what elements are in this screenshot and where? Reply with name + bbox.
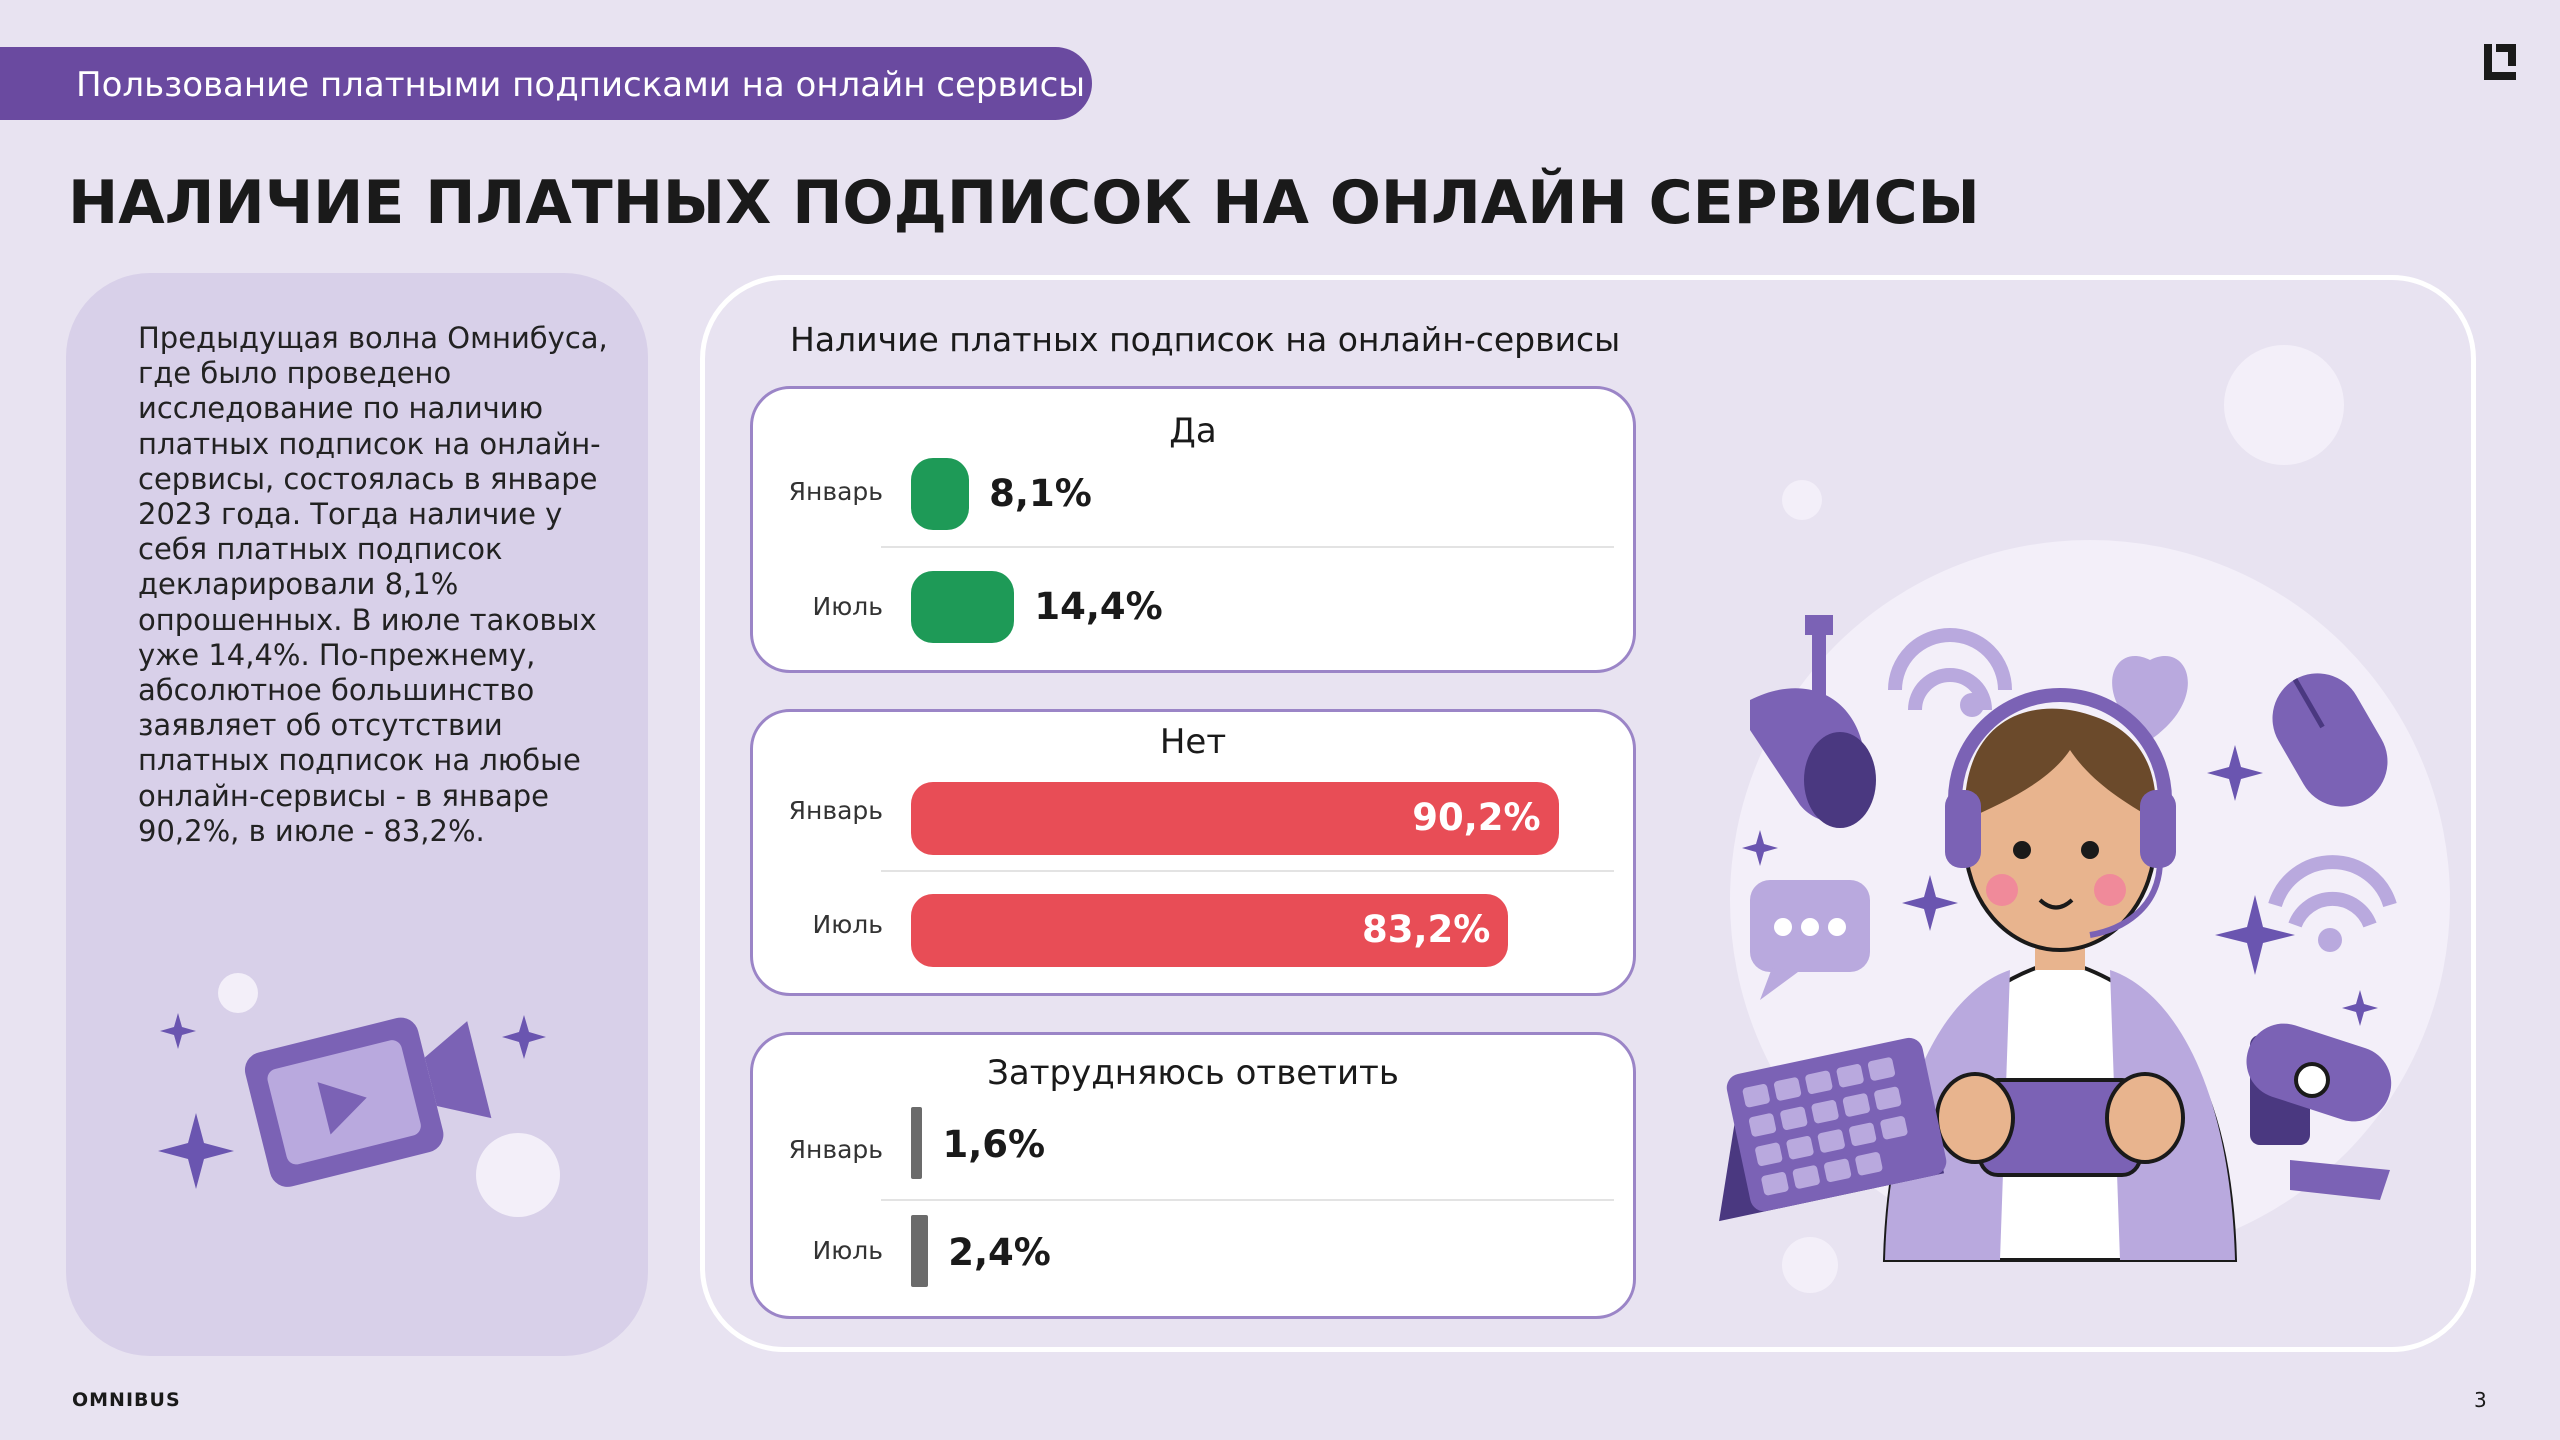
chart-title: Наличие платных подписок на онлайн-серви… [790, 320, 1621, 359]
video-camera-icon [158, 973, 560, 1217]
logo-icon [2484, 44, 2516, 80]
row-divider [881, 546, 1614, 548]
tick-label-january: Январь [788, 1135, 883, 1164]
tick-label-january: Январь [788, 477, 883, 506]
tick-label-july: Июль [812, 592, 883, 621]
gamer-illustration [1719, 345, 2450, 1293]
webcam-icon [2246, 1023, 2392, 1200]
row-divider [881, 1199, 1614, 1201]
summary-text: Предыдущая волна Омнибуса, где было пров… [138, 321, 608, 848]
microphone-icon [1750, 615, 1876, 828]
tick-label-january: Январь [788, 796, 883, 825]
footer-brand: OMNIBUS [72, 1389, 181, 1411]
person [1882, 688, 2238, 1262]
wifi-icon [1888, 628, 2397, 952]
data-label-yes-july: 14,4% [1034, 585, 1163, 628]
keyboard-icon [1719, 1037, 1947, 1222]
section-label: Пользование платными подписками на онлай… [76, 65, 1086, 105]
row-divider [881, 870, 1614, 872]
chart-card-hard-to-say: Затрудняюсь ответить Январь Июль 1,6% 2,… [750, 1032, 1636, 1319]
series-title: Затрудняюсь ответить [987, 1053, 1399, 1093]
sparkle-icon [1742, 745, 2378, 1026]
bar-hard-january [911, 1107, 923, 1179]
page-number: 3 [2474, 1388, 2487, 1412]
chart-panel [700, 275, 2476, 1352]
series-title: Да [1169, 411, 1217, 451]
summary-panel: Предыдущая волна Омнибуса, где было пров… [66, 273, 648, 1356]
section-header-pill: Пользование платными подписками на онлай… [0, 47, 1092, 120]
data-label-no-july: 83,2% [1362, 908, 1491, 951]
chart-card-yes: Да Январь Июль 8,1% 14,4% [750, 386, 1636, 673]
tick-label-july: Июль [812, 910, 883, 939]
chat-bubble-icon [1750, 880, 1870, 1000]
bar-no-july [911, 894, 1509, 967]
tick-label-july: Июль [812, 1236, 883, 1265]
data-label-no-january: 90,2% [1412, 796, 1541, 839]
bar-hard-july [911, 1215, 929, 1287]
bar-no-january [911, 782, 1559, 855]
series-title: Нет [1159, 722, 1227, 762]
data-label-hard-january: 1,6% [942, 1123, 1046, 1166]
page-title: НАЛИЧИЕ ПЛАТНЫХ ПОДПИСОК НА ОНЛАЙН СЕРВИ… [68, 168, 1980, 238]
bar-yes-january [911, 458, 970, 530]
chart-card-no: Нет Январь Июль 90,2% 83,2% [750, 709, 1636, 996]
mouse-icon [2272, 673, 2388, 807]
bar-yes-july [911, 571, 1015, 643]
data-label-yes-january: 8,1% [989, 472, 1092, 515]
data-label-hard-july: 2,4% [948, 1231, 1051, 1274]
